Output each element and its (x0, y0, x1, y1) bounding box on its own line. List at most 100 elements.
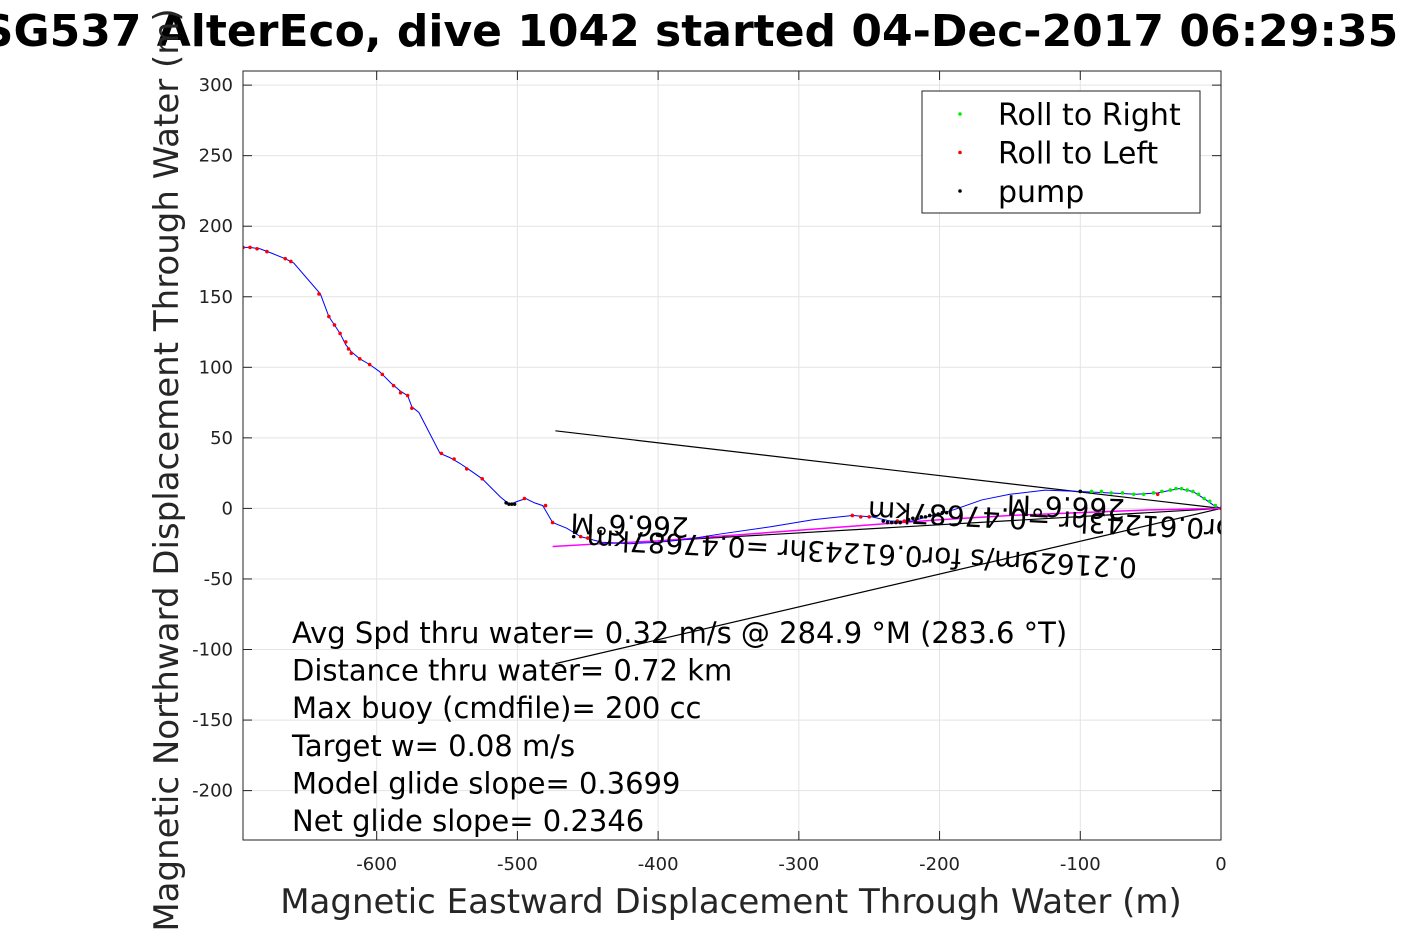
y-tick-label: -200 (192, 781, 233, 802)
roll-right-point (1099, 489, 1104, 494)
roll-left-point (317, 292, 321, 296)
stat-line: Distance thru water= 0.72 km (292, 654, 732, 688)
stat-line: Model glide slope= 0.3699 (292, 766, 680, 800)
x-tick-label: -400 (638, 854, 679, 875)
roll-left-point (543, 503, 548, 508)
roll-left-point (902, 519, 907, 523)
roll-left-point (338, 331, 342, 336)
pump-point (932, 513, 936, 518)
roll-right-point (1168, 488, 1173, 492)
x-tick-label: -300 (778, 854, 819, 875)
y-tick-label: 50 (210, 428, 233, 449)
pump-point (919, 515, 924, 519)
pump-point (881, 519, 886, 523)
y-tick-label: -100 (192, 640, 233, 661)
roll-left-point (265, 249, 269, 254)
roll-right-point (1179, 486, 1184, 491)
roll-right-point (1151, 491, 1156, 495)
roll-right-point (1109, 491, 1114, 495)
chart-title: SG537 AlterEco, dive 1042 started 04-Dec… (0, 6, 1398, 57)
stat-line: Target w= 0.08 m/s (291, 729, 575, 763)
roll-left-point (357, 357, 362, 361)
pump-point (507, 502, 511, 506)
y-tick-label: -150 (192, 710, 233, 731)
roll-left-point (327, 314, 331, 319)
x-tick-label: -200 (919, 854, 960, 875)
stat-line: Net glide slope= 0.2346 (292, 804, 644, 838)
pump-point (915, 516, 919, 521)
vector-annotation: 266.6°M (1006, 488, 1125, 525)
legend-marker (958, 112, 962, 116)
roll-right-point (1191, 489, 1195, 494)
x-tick-label: -600 (356, 854, 397, 875)
pump-point (936, 512, 940, 516)
pump-point (885, 520, 890, 525)
pump-point (894, 520, 898, 525)
y-tick-label: 250 (199, 146, 233, 167)
pump-point (923, 515, 928, 519)
roll-left-point (289, 259, 293, 264)
roll-left-point (578, 534, 583, 539)
stat-line: Max buoy (cmdfile)= 200 cc (292, 691, 701, 725)
y-tick-label: 300 (199, 75, 233, 96)
roll-left-point (343, 340, 348, 344)
roll-left-point (332, 323, 337, 327)
roll-left-point (398, 390, 403, 395)
roll-left-point (367, 362, 372, 367)
pump-point (927, 513, 932, 518)
roll-left-point (439, 451, 444, 456)
vector-line (686, 507, 1221, 541)
roll-left-point (480, 476, 485, 481)
roll-left-point (391, 383, 396, 388)
roll-left-point (349, 351, 354, 356)
pump-point (940, 510, 945, 515)
stat-line: Avg Spd thru water= 0.32 m/s @ 284.9 °M … (292, 616, 1067, 650)
roll-right-point (1131, 492, 1136, 497)
pump-point (906, 517, 911, 522)
roll-right-point (1207, 499, 1212, 504)
vector-line (555, 430, 1221, 510)
roll-left-point (405, 393, 410, 398)
roll-right-point (1089, 489, 1094, 494)
roll-left-point (850, 513, 855, 518)
vector-line (555, 507, 1221, 665)
pump-point (512, 502, 517, 506)
y-tick-label: 0 (222, 498, 233, 519)
pump-point (889, 520, 894, 525)
roll-left-point (283, 256, 288, 261)
y-tick-label: 200 (199, 216, 233, 237)
roll-right-point (1185, 488, 1190, 492)
legend-label: pump (998, 175, 1084, 210)
roll-left-point (522, 496, 527, 501)
x-tick-label: 0 (1215, 854, 1226, 875)
roll-left-point (380, 372, 385, 377)
pump-point (504, 500, 508, 505)
roll-left-point (585, 536, 590, 540)
pump-point (509, 502, 514, 506)
roll-right-point (1120, 491, 1125, 495)
roll-left-point (867, 515, 872, 519)
vector-annotation: 266.6°M (570, 506, 689, 543)
pump-point (911, 516, 915, 521)
roll-left-point (248, 245, 252, 250)
stats-text-block: Avg Spd thru water= 0.32 m/s @ 284.9 °M … (291, 616, 1067, 838)
roll-left-point (452, 457, 456, 461)
legend-marker (958, 189, 962, 193)
roll-left-point (1155, 492, 1160, 497)
plot-frame (242, 70, 1222, 841)
roll-right-point (1202, 496, 1206, 501)
legend-box (921, 90, 1201, 214)
roll-left-point (464, 467, 469, 471)
y-tick-label: -50 (204, 569, 233, 590)
roll-left-point (410, 406, 414, 411)
roll-right-point (1141, 492, 1146, 497)
y-axis-label: Magnetic Northward Displacement Through … (147, 8, 187, 931)
pump-point (1078, 489, 1083, 494)
magenta-series-line (552, 507, 1221, 548)
roll-right-point (1174, 486, 1178, 491)
roll-right-point (1160, 489, 1164, 494)
roll-left-point (550, 520, 555, 525)
x-axis-label: Magnetic Eastward Displacement Through W… (280, 882, 1182, 922)
